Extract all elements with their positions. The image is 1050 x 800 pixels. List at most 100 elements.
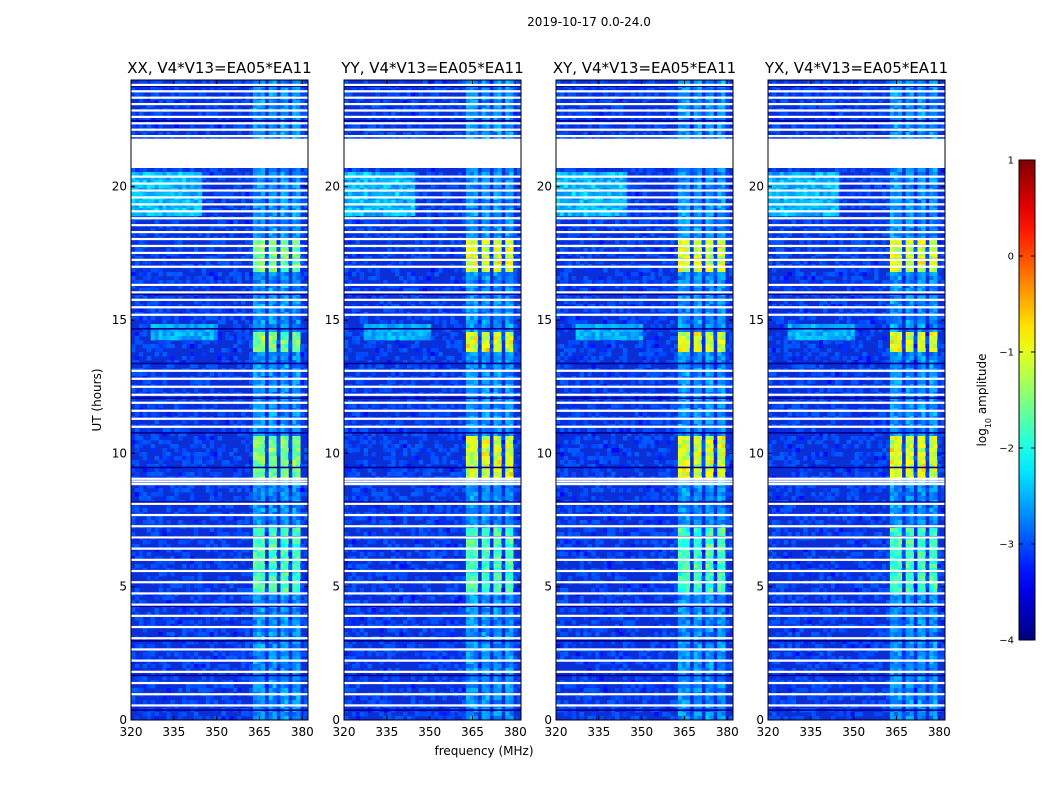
heatmap-cell [237, 176, 242, 181]
heatmap-cell [296, 200, 301, 205]
heatmap-cell [170, 364, 175, 369]
heatmap-cell [256, 588, 262, 593]
heatmap-cell [217, 320, 222, 325]
heatmap-cell [359, 136, 365, 141]
heatmap-cell [292, 344, 297, 349]
heatmap-cell [221, 664, 226, 669]
heatmap-cell [347, 204, 353, 209]
heatmap-cell [134, 428, 140, 433]
heatmap-cell [193, 440, 199, 445]
heatmap-cell [280, 180, 285, 185]
heatmap-cell [138, 184, 144, 189]
heatmap-cell [284, 436, 289, 441]
heatmap-cell [292, 528, 297, 533]
heatmap-cell [477, 80, 483, 85]
heatmap-cell [284, 228, 289, 233]
heatmap-cell [292, 504, 297, 509]
heatmap-cell [256, 492, 262, 497]
heatmap-cell [213, 544, 218, 549]
heatmap-cell [469, 132, 475, 137]
heatmap-cell [245, 652, 250, 657]
heatmap-cell [154, 352, 159, 357]
heatmap-cell [260, 572, 266, 577]
heatmap-cell [371, 220, 376, 225]
heatmap-cell [241, 620, 246, 625]
heatmap-cell [489, 212, 494, 217]
heatmap-cell [296, 528, 301, 533]
flagged-row [131, 306, 308, 309]
heatmap-cell [292, 584, 297, 589]
heatmap-cell [193, 496, 199, 501]
heatmap-cell [158, 336, 163, 341]
heatmap-cell [201, 452, 207, 457]
heatmap-cell [158, 112, 163, 117]
heatmap-cell [288, 444, 293, 449]
heatmap-cell [138, 172, 144, 177]
heatmap-cell [233, 672, 238, 677]
heatmap-cell [190, 100, 195, 105]
heatmap-cell [347, 192, 353, 197]
heatmap-cell [182, 564, 187, 569]
heatmap-cell [296, 212, 301, 217]
heatmap-cell [162, 472, 167, 477]
heatmap-cell [497, 116, 502, 121]
heatmap-cell [221, 560, 226, 565]
heatmap-cell [284, 192, 289, 197]
heatmap-cell [190, 452, 195, 457]
heatmap-cell [344, 220, 349, 225]
heatmap-cell [300, 652, 305, 657]
heatmap-cell [272, 256, 277, 261]
heatmap-cell [142, 184, 148, 189]
heatmap-cell [217, 528, 222, 533]
heatmap-cell [276, 576, 281, 581]
heatmap-cell [225, 372, 230, 377]
heatmap-cell [481, 80, 486, 85]
heatmap-cell [454, 176, 459, 181]
heatmap-cell [268, 324, 273, 329]
heatmap-cell [497, 100, 502, 105]
heatmap-cell [134, 248, 140, 253]
heatmap-cell [190, 332, 195, 337]
heatmap-cell [252, 284, 258, 289]
heatmap-cell [190, 684, 195, 689]
heatmap-cell [280, 572, 285, 577]
heatmap-cell [150, 644, 155, 649]
heatmap-cell [190, 628, 195, 633]
heatmap-cell [154, 516, 159, 521]
heatmap-cell [138, 256, 144, 261]
heatmap-cell [229, 136, 234, 141]
heatmap-cell [256, 192, 262, 197]
heatmap-cell [260, 444, 266, 449]
heatmap-cell [438, 80, 443, 85]
heatmap-cell [256, 484, 262, 489]
heatmap-cell [264, 412, 270, 417]
heatmap-cell [268, 320, 273, 325]
heatmap-cell [268, 352, 273, 357]
heatmap-cell [217, 92, 222, 97]
heatmap-cell [481, 200, 486, 205]
heatmap-cell [197, 172, 203, 177]
heatmap-cell [146, 640, 152, 645]
heatmap-cell [296, 516, 301, 521]
heatmap-cell [229, 504, 234, 509]
heatmap-cell [260, 644, 266, 649]
heatmap-cell [288, 600, 293, 605]
heatmap-cell [292, 576, 297, 581]
heatmap-cell [174, 252, 179, 257]
heatmap-cell [272, 276, 277, 281]
heatmap-cell [264, 136, 270, 141]
heatmap-cell [225, 232, 230, 237]
heatmap-cell [142, 672, 148, 677]
heatmap-cell [158, 272, 163, 277]
heatmap-cell [150, 372, 155, 377]
heatmap-cell [170, 572, 175, 577]
heatmap-cell [260, 328, 266, 333]
heatmap-cell [272, 176, 277, 181]
heatmap-cell [260, 248, 266, 253]
heatmap-cell [288, 440, 293, 445]
heatmap-cell [256, 92, 262, 97]
heatmap-cell [284, 232, 289, 237]
heatmap-cell [154, 436, 159, 441]
heatmap-cell [481, 92, 486, 97]
